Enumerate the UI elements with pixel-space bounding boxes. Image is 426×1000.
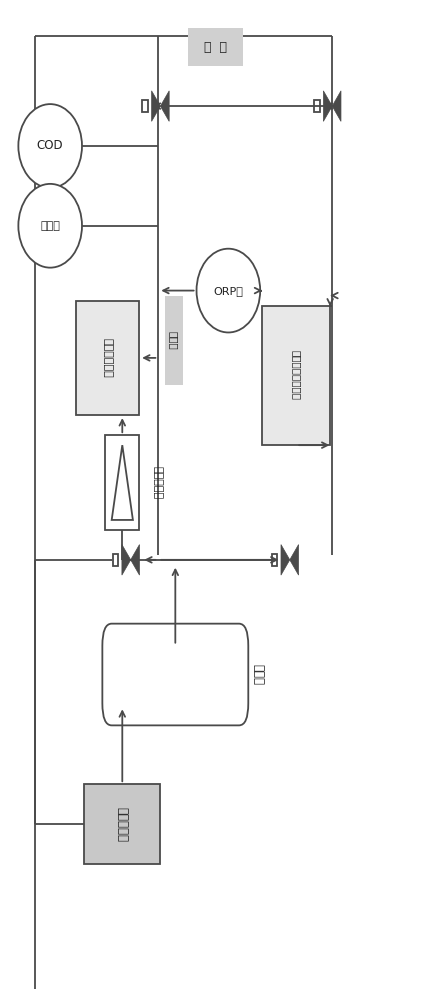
Text: COD: COD [37,139,63,152]
FancyBboxPatch shape [105,435,139,530]
Polygon shape [322,91,331,121]
Text: 回水循环利用系统: 回水循环利用系统 [291,350,300,400]
Text: 缓冲罐: 缓冲罐 [251,664,264,685]
Polygon shape [122,545,130,575]
FancyBboxPatch shape [102,624,248,725]
FancyBboxPatch shape [164,296,182,385]
FancyBboxPatch shape [262,306,329,445]
Bar [314,100,319,112]
Polygon shape [130,545,139,575]
Bar [112,554,118,566]
Text: 黏度仪: 黏度仪 [40,221,60,231]
FancyBboxPatch shape [75,301,139,415]
Ellipse shape [196,249,259,332]
Ellipse shape [18,104,82,188]
Text: 达  标: 达 标 [204,41,227,54]
Polygon shape [151,91,160,121]
Polygon shape [289,545,298,575]
Polygon shape [331,91,340,121]
FancyBboxPatch shape [84,784,160,864]
Text: 气体流量计: 气体流量计 [152,466,161,499]
Text: 臭氧发生器: 臭氧发生器 [115,807,129,842]
Polygon shape [160,91,169,121]
Bar [271,554,276,566]
Bar [142,100,147,112]
Polygon shape [280,545,289,575]
Text: 不达标: 不达标 [168,331,178,350]
FancyBboxPatch shape [187,28,243,66]
Ellipse shape [18,184,82,268]
Text: 废水处理系统: 废水处理系统 [102,338,112,378]
Text: ORP仪: ORP仪 [213,286,243,296]
